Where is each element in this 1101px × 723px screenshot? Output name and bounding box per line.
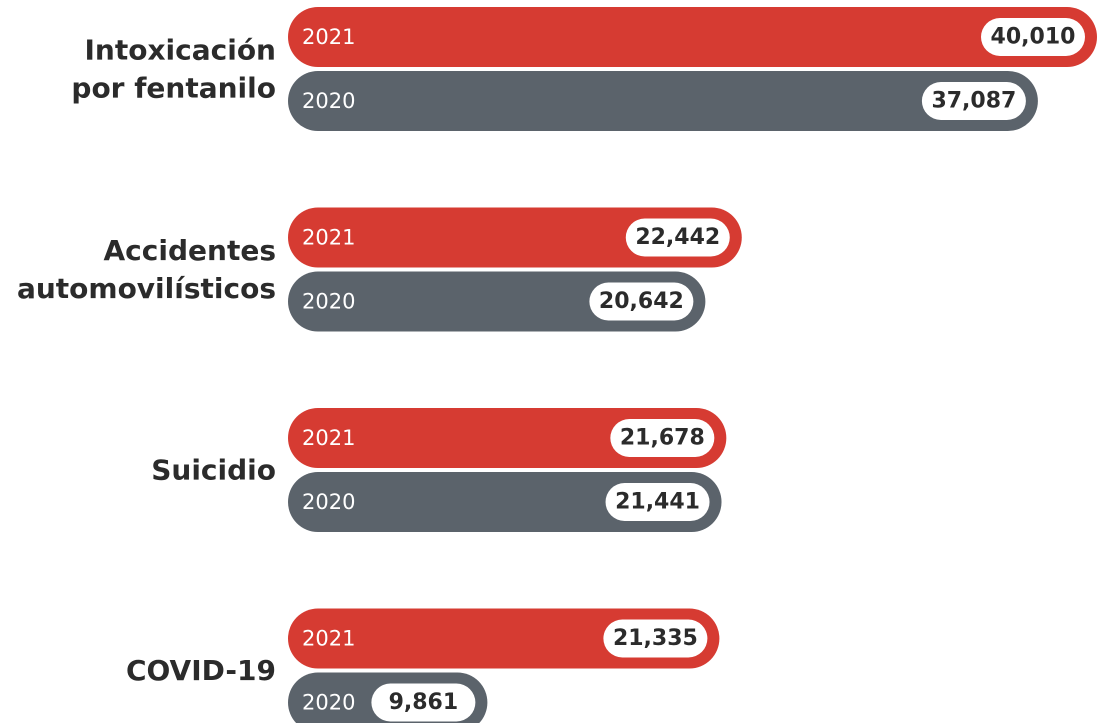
value-label: 9,861	[389, 690, 459, 715]
value-pill	[589, 282, 694, 321]
bar	[288, 207, 742, 268]
value-label: 21,678	[620, 426, 705, 451]
value-label: 21,335	[613, 626, 698, 651]
bar	[288, 71, 1038, 131]
value-pill	[371, 683, 476, 722]
series-label: 2020	[302, 89, 355, 113]
value-label: 22,442	[635, 225, 720, 250]
value-pill	[605, 483, 710, 521]
series-label: 2020	[302, 691, 355, 715]
category-label: automovilísticos	[17, 272, 276, 305]
category-label: Accidentes	[104, 234, 276, 267]
value-label: 21,441	[615, 490, 700, 515]
value-pill	[981, 18, 1085, 56]
series-label: 2021	[302, 426, 355, 450]
series-label: 2021	[302, 627, 355, 651]
bar	[288, 408, 727, 468]
value-label: 20,642	[599, 289, 684, 314]
value-pill	[921, 82, 1026, 120]
value-pill	[610, 419, 715, 457]
bar	[288, 7, 1097, 67]
category-label: Intoxicación	[85, 34, 277, 67]
series-label: 2021	[302, 25, 355, 49]
category-label: COVID-19	[126, 654, 276, 687]
value-label: 40,010	[991, 25, 1076, 50]
series-label: 2021	[302, 226, 355, 250]
value-pill	[603, 619, 708, 658]
category-label: por fentanilo	[71, 72, 276, 105]
series-label: 2020	[302, 490, 355, 514]
value-pill	[625, 218, 730, 257]
series-label: 2020	[302, 290, 355, 314]
category-label: Suicidio	[151, 454, 276, 487]
value-label: 37,087	[931, 89, 1016, 114]
